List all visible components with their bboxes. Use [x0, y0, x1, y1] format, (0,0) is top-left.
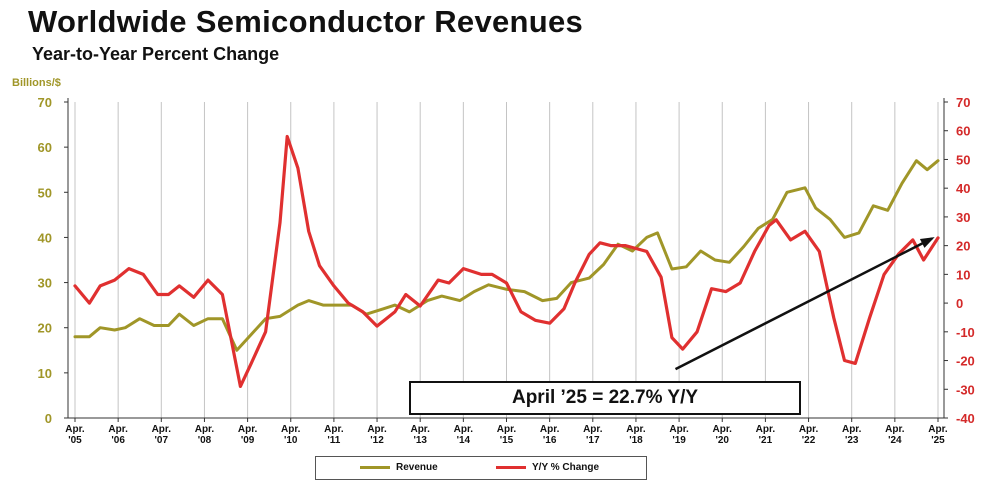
right-tick-label: 0	[956, 296, 963, 311]
chart-grid	[74, 102, 939, 418]
x-tick-label: Apr.	[626, 424, 646, 435]
trend-arrowhead	[919, 237, 935, 248]
x-tick-label: Apr.	[65, 424, 85, 435]
left-axis-unit-label: Billions/$	[12, 77, 61, 89]
x-tick-label: '11	[327, 435, 340, 446]
right-tick-label: -30	[956, 382, 975, 397]
x-tick-label: Apr.	[842, 424, 862, 435]
legend-item-yoy: Y/Y % Change	[496, 461, 599, 475]
x-tick-label: Apr.	[195, 424, 215, 435]
chart-title: Worldwide Semiconductor Revenues	[28, 4, 584, 39]
right-tick-label: -10	[956, 325, 975, 340]
x-tick-label: '14	[457, 435, 471, 446]
x-tick-label: Apr.	[799, 424, 819, 435]
trend-line	[674, 237, 933, 371]
x-tick-label: Apr.	[928, 424, 948, 435]
series-revenue-line	[73, 159, 940, 352]
left-tick-label: 40	[38, 230, 52, 245]
x-tick-label: '22	[802, 435, 816, 446]
x-tick-label: Apr.	[454, 424, 474, 435]
left-tick-label: 50	[38, 185, 52, 200]
x-tick-label: '08	[198, 435, 212, 446]
trend-line-group	[674, 237, 935, 371]
legend-label-yoy: Y/Y % Change	[532, 462, 600, 473]
left-tick-label: 60	[38, 140, 52, 155]
x-tick-label: Apr.	[367, 424, 387, 435]
left-tick-label: 10	[38, 366, 52, 381]
right-axis-ticks: -40 -30 -20 -10 0 10 20 30 40 50 60 70	[956, 95, 975, 426]
x-tick-label: '25	[931, 435, 945, 446]
chart-subtitle: Year-to-Year Percent Change	[32, 44, 280, 64]
left-tick-label: 70	[38, 95, 52, 110]
x-tick-label: Apr.	[238, 424, 258, 435]
x-tick-label: '05	[68, 435, 82, 446]
x-tick-label: '13	[413, 435, 427, 446]
right-tick-label: 30	[956, 210, 970, 225]
left-tick-label: 0	[45, 411, 52, 426]
right-tick-label: 50	[956, 152, 970, 167]
legend-swatch-yoy	[496, 465, 526, 469]
legend-label-revenue: Revenue	[396, 462, 438, 473]
x-tick-label: Apr.	[281, 424, 301, 435]
right-tick-label: -20	[956, 354, 975, 369]
right-tick-label: 40	[956, 181, 970, 196]
x-tick-label: '06	[111, 435, 125, 446]
x-tick-label: '23	[845, 435, 859, 446]
x-tick-label: '19	[672, 435, 686, 446]
x-tick-label: '21	[759, 435, 773, 446]
x-tick-label: '07	[155, 435, 169, 446]
x-tick-label: '20	[715, 435, 729, 446]
x-axis-ticks: Apr.'05Apr.'06Apr.'07Apr.'08Apr.'09Apr.'…	[65, 424, 948, 446]
x-tick-label: '18	[629, 435, 643, 446]
x-tick-label: Apr.	[583, 424, 603, 435]
x-tick-label: Apr.	[497, 424, 517, 435]
series-yoy-line	[73, 134, 940, 388]
left-tick-label: 30	[38, 276, 52, 291]
legend-item-revenue: Revenue	[360, 461, 438, 475]
x-tick-label: Apr.	[756, 424, 776, 435]
chart-legend: Revenue Y/Y % Change	[315, 456, 647, 480]
left-axis-ticks: 0 10 20 30 40 50 60 70	[38, 95, 52, 426]
right-tick-label: 60	[956, 124, 970, 139]
right-tick-label: 10	[956, 267, 970, 282]
x-tick-label: '09	[241, 435, 255, 446]
chart-axes	[64, 98, 948, 422]
right-tick-label: 20	[956, 239, 970, 254]
x-tick-label: Apr.	[540, 424, 560, 435]
legend-swatch-revenue	[360, 465, 390, 469]
right-tick-label: -40	[956, 411, 975, 426]
x-tick-label: '12	[370, 435, 384, 446]
x-tick-label: '24	[888, 435, 902, 446]
x-tick-label: Apr.	[713, 424, 733, 435]
x-tick-label: Apr.	[152, 424, 172, 435]
x-tick-label: '17	[586, 435, 600, 446]
right-tick-label: 70	[956, 95, 970, 110]
x-tick-label: Apr.	[669, 424, 689, 435]
annotation-box: April ’25 = 22.7% Y/Y	[409, 381, 801, 415]
x-tick-label: Apr.	[108, 424, 128, 435]
chart-series	[73, 134, 940, 388]
x-tick-label: Apr.	[324, 424, 344, 435]
x-tick-label: '10	[284, 435, 298, 446]
x-tick-label: Apr.	[410, 424, 430, 435]
left-tick-label: 20	[38, 321, 52, 336]
x-tick-label: '15	[500, 435, 514, 446]
x-tick-label: '16	[543, 435, 557, 446]
x-tick-label: Apr.	[885, 424, 905, 435]
